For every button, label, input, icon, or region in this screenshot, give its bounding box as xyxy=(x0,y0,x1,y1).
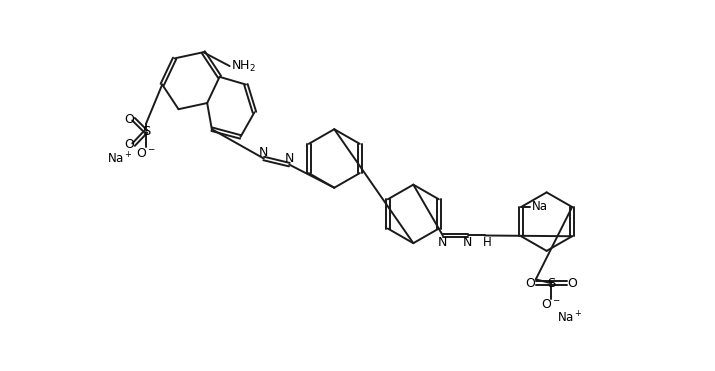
Text: S: S xyxy=(142,125,150,138)
Text: Na: Na xyxy=(532,200,548,213)
Text: Na$^+$: Na$^+$ xyxy=(557,310,583,325)
Text: O: O xyxy=(567,277,577,290)
Text: O: O xyxy=(124,113,134,126)
Text: N: N xyxy=(259,146,268,159)
Text: O: O xyxy=(124,138,134,151)
Text: O$^-$: O$^-$ xyxy=(541,298,561,311)
Text: N: N xyxy=(438,236,448,249)
Text: O$^-$: O$^-$ xyxy=(136,147,156,160)
Text: N: N xyxy=(285,152,294,165)
Text: O: O xyxy=(526,277,536,290)
Text: Na$^+$: Na$^+$ xyxy=(107,151,133,166)
Text: N: N xyxy=(463,236,473,249)
Text: H: H xyxy=(483,236,492,249)
Text: S: S xyxy=(547,277,556,290)
Text: NH$_2$: NH$_2$ xyxy=(231,59,256,73)
